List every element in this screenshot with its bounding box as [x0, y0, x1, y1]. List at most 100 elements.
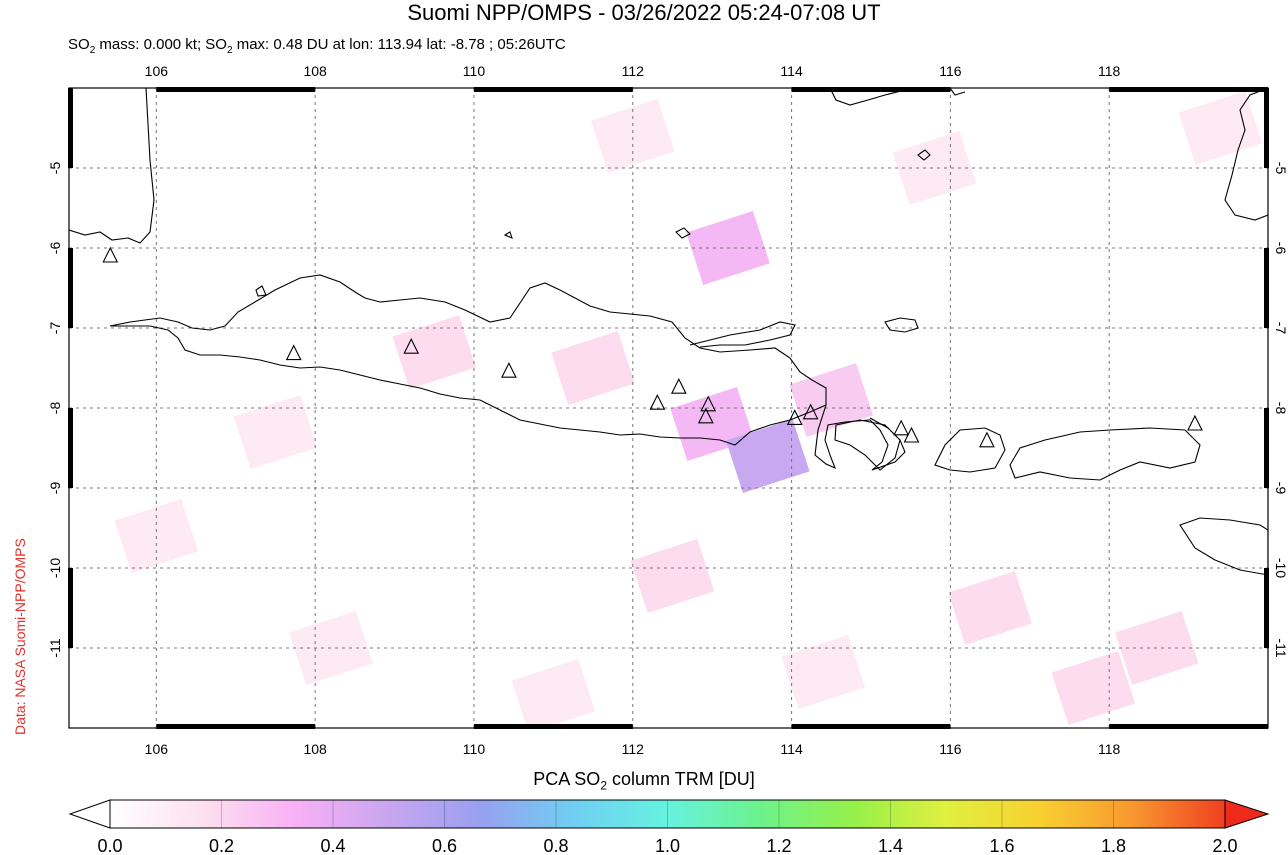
frame-bar-bottom: [473, 724, 633, 729]
lon-tick-top: 116: [939, 63, 962, 79]
coastline-kalimantan2: [949, 88, 966, 96]
subtitle-part3: max: 0.48 DU at lon: 113.94 lat: -8.78 ;…: [232, 36, 566, 53]
triangle-volcano-icon: [786, 409, 803, 425]
colorbar-tick-label: 1.2: [766, 836, 791, 855]
lon-tick-bottom: 112: [622, 741, 645, 757]
frame-bar-bottom: [791, 724, 951, 729]
coastline-madura: [689, 321, 796, 348]
lat-tick-right: -7: [1273, 322, 1288, 335]
triangle-volcano-icon: [403, 337, 420, 354]
triangle-volcano-icon: [1187, 414, 1203, 431]
lat-tick-left: -8: [47, 402, 63, 415]
frame-bars: [68, 87, 1269, 729]
lat-tick-right: -8: [1273, 402, 1288, 415]
lat-tick-right: -6: [1273, 242, 1288, 255]
frame-bar-left: [68, 88, 73, 168]
coastline-java-north: [109, 274, 827, 405]
colorbar-gradient: [109, 799, 1226, 829]
lat-tick-left: -6: [47, 242, 63, 255]
triangle-volcano-icon: [501, 361, 517, 378]
colorbar-tick-label: 0.6: [432, 836, 457, 855]
frame-bar-top: [791, 87, 951, 92]
colorbar-title-pre: PCA SO: [533, 769, 601, 789]
subtitle-part2: mass: 0.000 kt; SO: [95, 36, 227, 53]
lon-tick-bottom: 110: [463, 741, 486, 757]
coastline-java-south2: [110, 325, 827, 446]
subtitle-sub1: 2: [89, 45, 96, 56]
lon-tick-bottom: 116: [939, 741, 962, 757]
lon-tick-bottom: 114: [780, 741, 803, 757]
lon-tick-top: 118: [1098, 63, 1121, 79]
coastline-kangean: [884, 317, 919, 333]
triangle-volcano-icon: [893, 419, 910, 436]
lon-tick-top: 106: [145, 63, 169, 79]
so2-patch: [1051, 651, 1136, 725]
frame-bar-left: [68, 568, 73, 648]
colorbar-tick-label: 1.4: [878, 836, 903, 855]
coastline-sumatra: [69, 88, 155, 244]
colorbar-tick-label: 0.4: [320, 836, 345, 855]
coastline-bali: [834, 419, 901, 471]
colorbar-tick-label: 0.2: [209, 836, 234, 855]
colorbar-title-sub: 2: [600, 778, 607, 793]
triangle-volcano-icon: [102, 246, 119, 263]
triangle-volcano-icon: [802, 403, 819, 420]
lon-tick-bottom: 118: [1098, 741, 1121, 757]
frame-bar-top: [1109, 87, 1268, 92]
frame-bar-top: [156, 87, 316, 92]
lat-tick-right: -5: [1273, 162, 1288, 175]
axis-labels: 106 106 108 108 110 110 112 112 114 114 116 116 118 1…: [47, 63, 1288, 757]
colorbar-tick-label: 1.8: [1101, 836, 1126, 855]
so2-patch: [1178, 91, 1263, 165]
colorbar-min-arrow: [68, 799, 111, 829]
frame-bar-bottom: [156, 724, 316, 729]
triangle-volcano-icon: [649, 393, 666, 410]
frame-bar-left: [68, 408, 73, 488]
lat-tick-left: -5: [47, 162, 63, 175]
frame-bar-right: [1264, 88, 1269, 168]
so2-patch: [892, 131, 977, 205]
so2-patch: [590, 99, 675, 173]
coastline: [69, 88, 1268, 576]
frame-bar-right: [1264, 248, 1269, 328]
frame-bar-bottom: [1109, 724, 1268, 729]
colorbar-tick-label: 1.6: [989, 836, 1014, 855]
coastline-sumba: [1179, 517, 1268, 576]
map-frame: [68, 87, 1269, 729]
colorbar-max-arrow: [1224, 799, 1270, 829]
so2-patch: [725, 419, 810, 493]
frame-bar-right: [1264, 568, 1269, 648]
lon-tick-top: 108: [303, 63, 327, 79]
lon-tick-top: 110: [463, 63, 486, 79]
frame-bar-left: [68, 248, 73, 328]
coastline-islet1: [917, 149, 931, 161]
so2-patch: [551, 331, 635, 405]
volcano-markers: [102, 246, 1203, 448]
triangle-volcano-icon: [903, 426, 920, 443]
frame-bar-right: [1264, 408, 1269, 488]
lon-tick-top: 114: [780, 63, 803, 79]
subtitle-part1: SO: [68, 36, 90, 53]
lat-tick-right: -9: [1273, 482, 1288, 495]
so2-patch: [948, 571, 1032, 645]
so2-patch: [511, 659, 596, 728]
so2-field: [114, 91, 1263, 728]
colorbar-title-post: column TRM [DU]: [607, 769, 755, 789]
triangle-volcano-icon: [670, 377, 687, 394]
so2-patch: [289, 611, 373, 685]
so2-patch: [392, 315, 477, 389]
map-subtitle: SO2 mass: 0.000 kt; SO2 max: 0.48 DU at …: [68, 36, 566, 60]
triangle-volcano-icon: [697, 407, 714, 424]
lon-tick-top: 112: [622, 63, 645, 79]
so2-patch: [630, 539, 715, 613]
coastline-sumbawa: [1009, 427, 1201, 481]
so2-patch: [789, 363, 874, 437]
map-title: Suomi NPP/OMPS - 03/26/2022 05:24-07:08 …: [407, 0, 881, 25]
colorbar-tick-label: 1.0: [655, 836, 680, 855]
so2-patch: [233, 395, 318, 469]
colorbar-title: PCA SO2 column TRM [DU]: [0, 768, 1288, 797]
coastline-sulawesi: [1224, 88, 1268, 221]
colorbar: 0.0 0.2 0.4 0.6 0.8 1.0 1.2 1.4 1.6 1.8 2.0: [68, 799, 1270, 855]
lat-tick-right: -11: [1273, 638, 1288, 657]
